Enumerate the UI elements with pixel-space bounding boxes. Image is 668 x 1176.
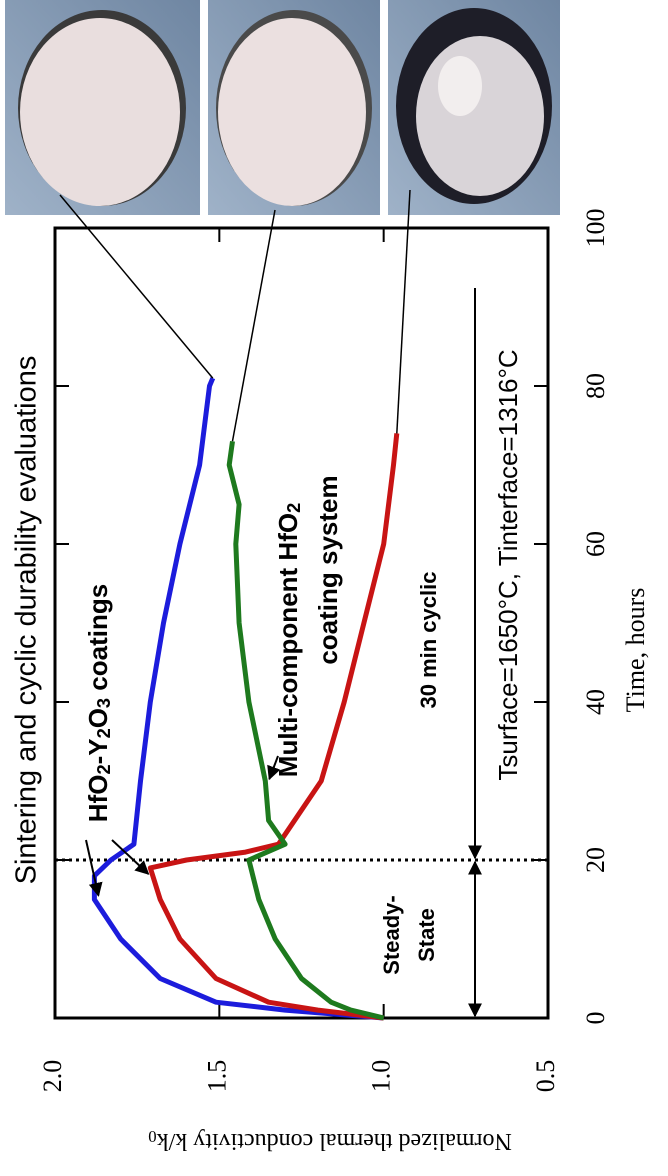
annotation: Multi-component HfO2 (273, 503, 304, 777)
photo-disk (20, 18, 180, 206)
y-axis-label: Normalized thermal conductivity k/k0 (148, 1127, 512, 1154)
y-tick-label: 2.0 (38, 1060, 67, 1093)
y-tick-label: 1.0 (367, 1060, 396, 1093)
annotation: Steady- (379, 895, 404, 974)
chart-title: Sintering and cyclic durability evaluati… (11, 356, 43, 885)
photo-disk-spalled (416, 36, 544, 196)
chart: Sintering and cyclic durability evaluati… (0, 0, 668, 1176)
x-tick-label: 80 (581, 373, 610, 399)
y-tick-label: 1.5 (202, 1060, 231, 1093)
series-line (94, 378, 383, 1018)
annotation: State (414, 908, 439, 962)
x-tick-label: 20 (581, 847, 610, 873)
x-axis-label: Time, hours (621, 588, 650, 713)
x-tick-label: 0 (581, 1012, 610, 1025)
x-tick-label: 60 (581, 531, 610, 557)
annotation: coating system (313, 475, 343, 664)
x-tick-label: 40 (581, 689, 610, 715)
annotation: 30 min cyclic (416, 572, 441, 709)
page: {"chart_data": { "type": "line", "title"… (0, 0, 668, 1176)
series-line (229, 441, 384, 1018)
photo-fragment (438, 56, 482, 116)
photo-leader (60, 195, 213, 378)
photo-disk (218, 18, 366, 206)
x-tick-label: 100 (581, 209, 610, 248)
photo-leader (232, 210, 275, 441)
annotation: HfO2-Y2O3 coatings (83, 584, 114, 822)
photos (5, 0, 560, 215)
y-tick-label: 0.5 (531, 1060, 560, 1093)
annotation: Tsurface=1650°C, Tinterface=1316°C (493, 349, 523, 780)
